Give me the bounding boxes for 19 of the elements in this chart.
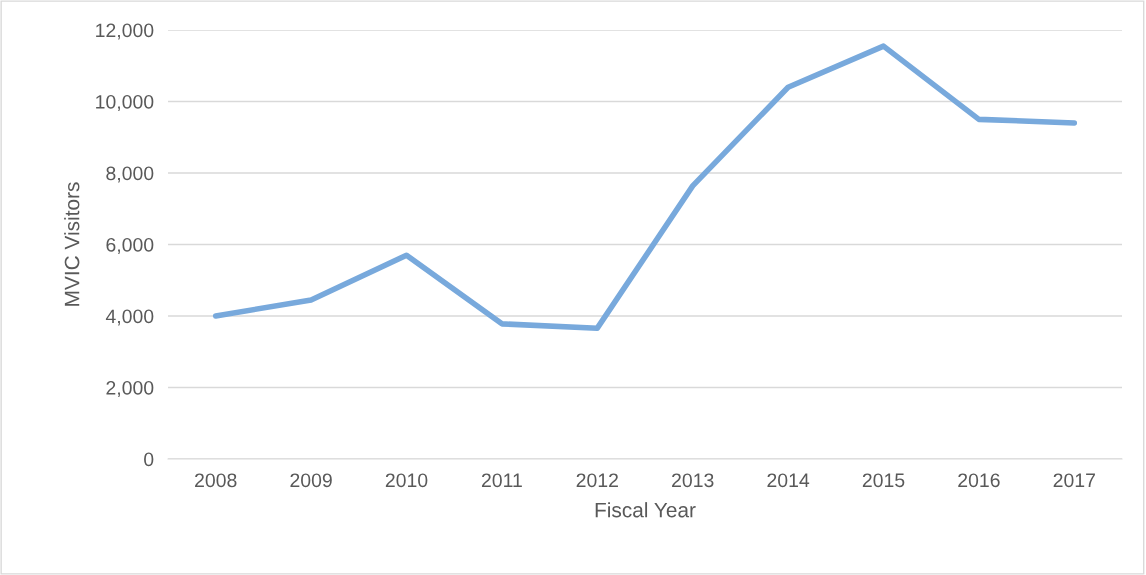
x-tick-label: 2011 bbox=[481, 473, 522, 488]
x-tick-label: 2014 bbox=[767, 473, 810, 488]
x-axis-title: Fiscal Year bbox=[595, 502, 696, 518]
y-tick-label: 10,000 bbox=[96, 94, 154, 112]
y-tick-label: 12,000 bbox=[96, 23, 154, 40]
x-tick-label: 2016 bbox=[958, 473, 1000, 488]
x-tick-label: 2010 bbox=[385, 473, 428, 488]
y-tick-label: 6,000 bbox=[106, 237, 154, 255]
x-tick-label: 2017 bbox=[1053, 473, 1095, 488]
y-axis-title: MVIC Visitors bbox=[64, 182, 80, 306]
x-tick-label: 2012 bbox=[576, 473, 618, 488]
x-tick-label: 2009 bbox=[290, 473, 332, 488]
x-tick-label: 2015 bbox=[862, 473, 905, 488]
x-tick-label: 2013 bbox=[672, 473, 714, 488]
y-tick-label: 2,000 bbox=[106, 380, 154, 398]
y-tick-label: 0 bbox=[144, 452, 154, 467]
x-tick-label: 2008 bbox=[195, 473, 237, 488]
y-tick-label: 8,000 bbox=[106, 166, 154, 183]
y-tick-label: 4,000 bbox=[105, 309, 154, 326]
